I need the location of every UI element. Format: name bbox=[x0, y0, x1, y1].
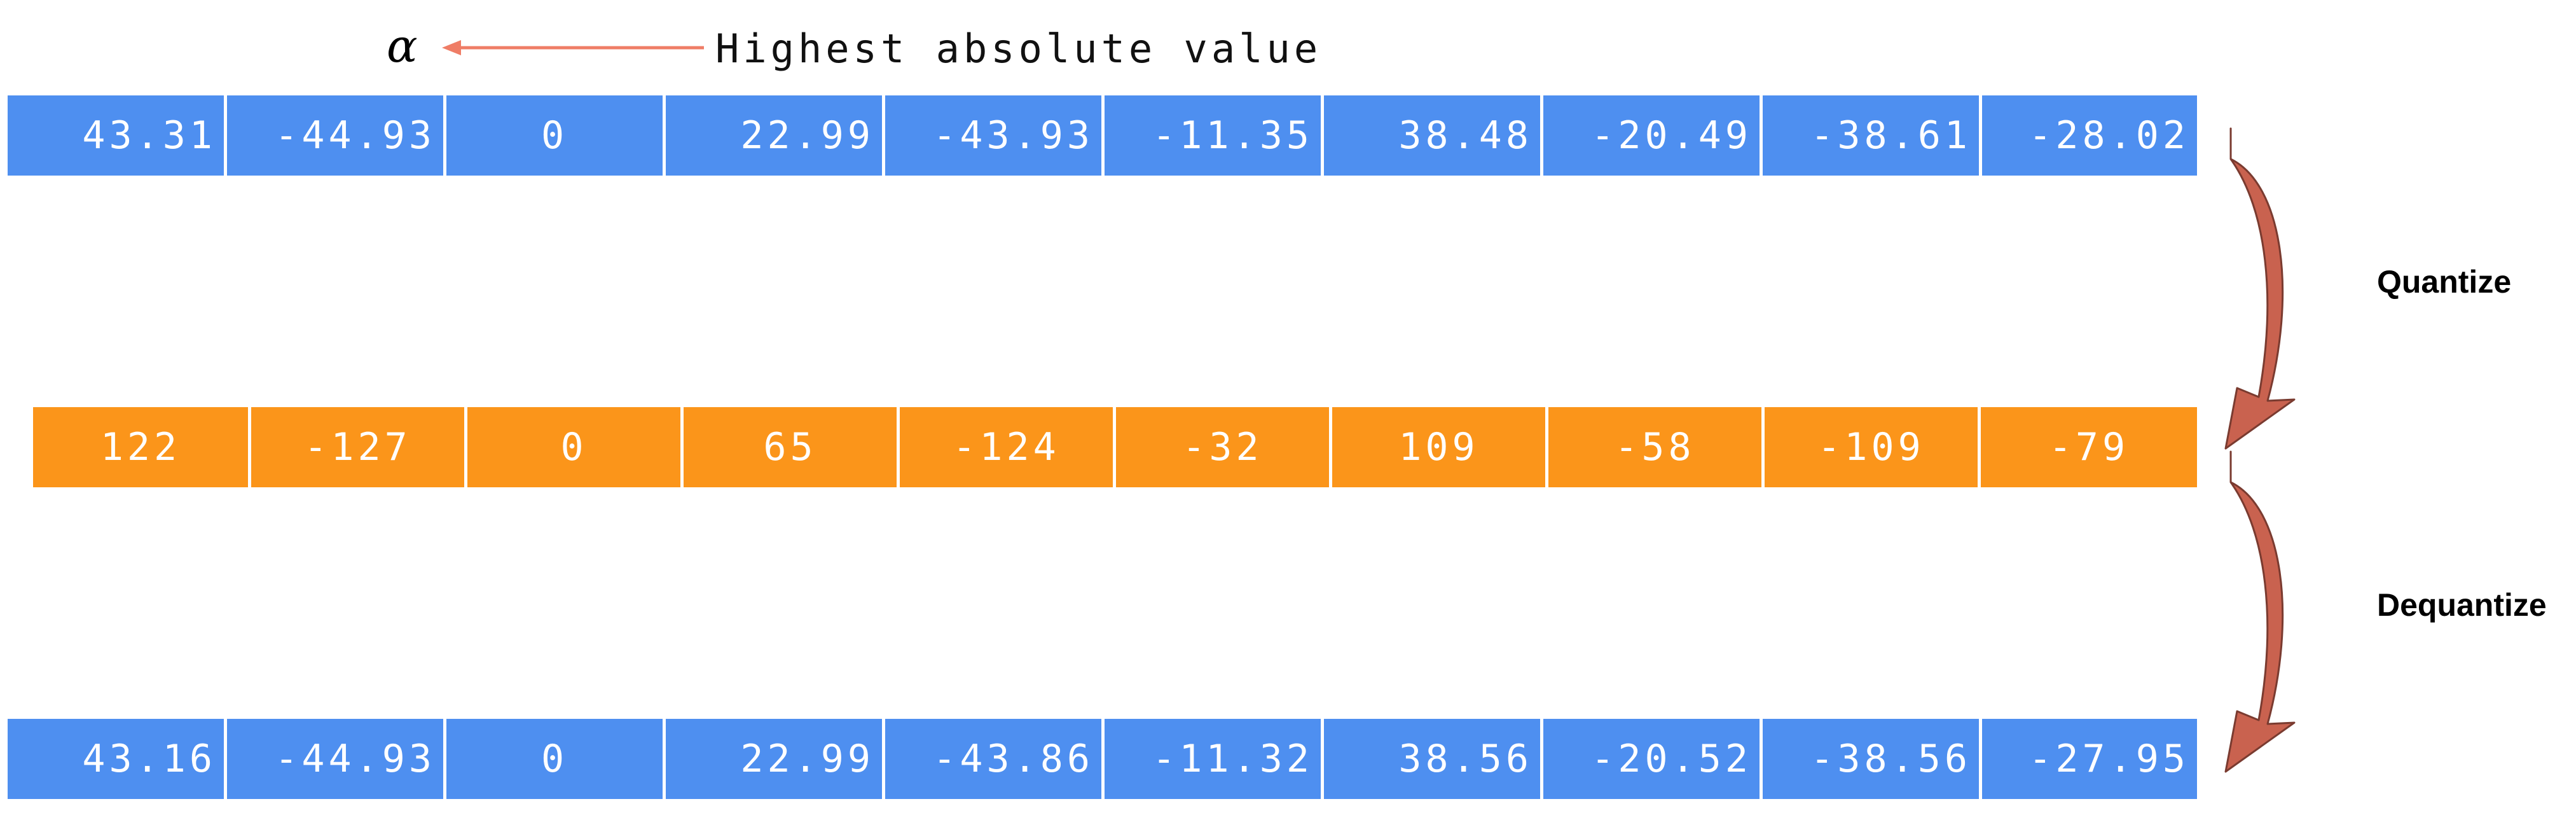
original-value-cell: -43.93 bbox=[882, 95, 1101, 176]
alpha-symbol: α bbox=[387, 19, 418, 73]
quantized-value-cell: -109 bbox=[1761, 407, 1978, 487]
dequantized-value-cell: 0 bbox=[443, 719, 663, 799]
dequantized-values-row: 43.16 -44.93 0 22.99 -43.86 -11.32 38.56… bbox=[8, 719, 2197, 799]
dequantized-value-cell: -11.32 bbox=[1101, 719, 1321, 799]
original-value-cell: 43.31 bbox=[8, 95, 224, 176]
quantized-value-cell: -32 bbox=[1113, 407, 1329, 487]
quantize-label: Quantize bbox=[2377, 264, 2512, 300]
quantized-value-cell: -58 bbox=[1545, 407, 1761, 487]
quantized-value-cell: 109 bbox=[1329, 407, 1545, 487]
original-value-cell: 22.99 bbox=[663, 95, 882, 176]
quantized-value-cell: 65 bbox=[680, 407, 897, 487]
original-value-cell: 38.48 bbox=[1321, 95, 1540, 176]
original-value-cell: -20.49 bbox=[1540, 95, 1760, 176]
dequantized-value-cell: -44.93 bbox=[224, 719, 443, 799]
quantized-values-row: 122 -127 0 65 -124 -32 109 -58 -109 -79 bbox=[33, 407, 2197, 487]
quantized-value-cell: -79 bbox=[1978, 407, 2197, 487]
original-value-cell: -11.35 bbox=[1101, 95, 1321, 176]
quantized-value-cell: -127 bbox=[248, 407, 464, 487]
dequantize-label: Dequantize bbox=[2377, 587, 2547, 623]
dequantized-value-cell: -20.52 bbox=[1540, 719, 1760, 799]
original-value-cell: -28.02 bbox=[1979, 95, 2197, 176]
quantized-value-cell: -124 bbox=[897, 407, 1113, 487]
quantize-arrow-icon bbox=[2224, 127, 2296, 450]
original-value-cell: 0 bbox=[443, 95, 663, 176]
highest-absolute-value-label: Highest absolute value bbox=[715, 25, 1322, 72]
pointer-arrow-icon bbox=[442, 40, 704, 55]
dequantize-arrow-icon bbox=[2224, 450, 2296, 773]
quantized-value-cell: 0 bbox=[464, 407, 680, 487]
dequantized-value-cell: -38.56 bbox=[1760, 719, 1979, 799]
quantized-value-cell: 122 bbox=[33, 407, 248, 487]
dequantized-value-cell: -27.95 bbox=[1979, 719, 2197, 799]
dequantized-value-cell: 43.16 bbox=[8, 719, 224, 799]
original-values-row: 43.31 -44.93 0 22.99 -43.93 -11.35 38.48… bbox=[8, 95, 2197, 176]
original-value-cell: -44.93 bbox=[224, 95, 443, 176]
original-value-cell: -38.61 bbox=[1760, 95, 1979, 176]
dequantized-value-cell: -43.86 bbox=[882, 719, 1101, 799]
dequantized-value-cell: 22.99 bbox=[663, 719, 882, 799]
dequantized-value-cell: 38.56 bbox=[1321, 719, 1540, 799]
